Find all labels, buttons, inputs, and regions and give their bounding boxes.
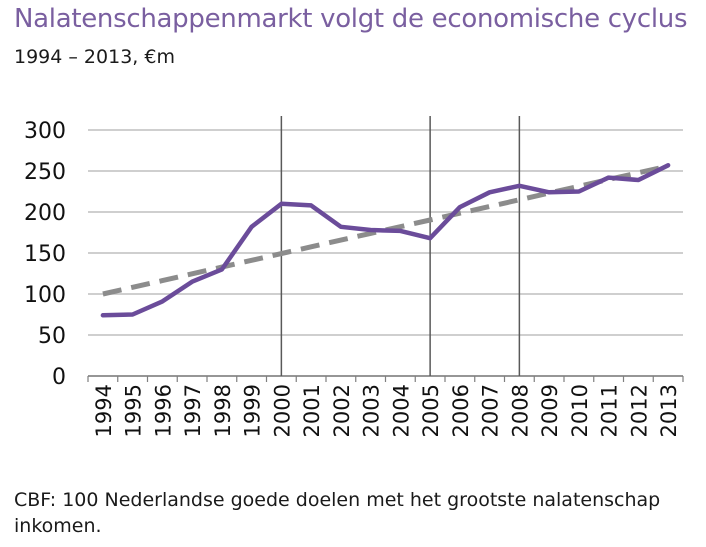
- y-tick-label: 250: [24, 160, 66, 185]
- trend-line: [102, 163, 669, 297]
- x-tick-label: 2005: [419, 384, 443, 437]
- x-tick-label: 2007: [479, 384, 503, 437]
- actual-line: [100, 163, 671, 318]
- x-tick-label: 2009: [538, 384, 562, 437]
- x-axis-ticks: 1994 1995 1996 1997 1998 1999 2000 2001 2002 2003…: [92, 384, 681, 437]
- y-tick-label: 0: [52, 365, 66, 390]
- x-tick-label: 2012: [627, 384, 651, 437]
- x-tick-label: 1998: [211, 384, 235, 437]
- y-tick-label: 300: [24, 119, 66, 144]
- x-tick-label: 2001: [300, 384, 324, 437]
- x-tick-label: 2003: [360, 384, 384, 437]
- y-tick-label: 150: [24, 242, 66, 267]
- source-note: CBF: 100 Nederlandse goede doelen met he…: [14, 489, 661, 537]
- chart-title: Nalatenschappenmarkt volgt de economisch…: [14, 4, 688, 34]
- x-tick-label: 2000: [270, 384, 294, 437]
- gridlines: [87, 129, 684, 382]
- series-lines: [100, 163, 671, 318]
- x-tick-label: 2010: [568, 384, 592, 437]
- x-tick-label: 1999: [241, 384, 265, 437]
- chart-subtitle: 1994 – 2013, €m: [14, 46, 175, 68]
- x-tick-label: 2008: [508, 384, 532, 437]
- x-tick-label: 2002: [330, 384, 354, 437]
- x-tick-label: 1994: [92, 384, 116, 437]
- line-chart: 0 50 100 150 200 250 300 1994 1995 1996 1997 1998 1…: [24, 116, 684, 437]
- x-tick-label: 2006: [449, 384, 473, 437]
- x-tick-label: 1997: [181, 384, 205, 437]
- x-tick-label: 2004: [389, 384, 413, 437]
- x-tick-label: 2011: [598, 384, 622, 437]
- x-tick-label: 2013: [657, 384, 681, 437]
- y-axis-ticks: 0 50 100 150 200 250 300: [24, 119, 66, 390]
- cycle-markers: [280, 116, 521, 376]
- y-tick-label: 100: [24, 283, 66, 308]
- y-tick-label: 200: [24, 201, 66, 226]
- x-tick-label: 1995: [122, 384, 146, 437]
- x-tick-label: 1996: [151, 384, 175, 437]
- y-tick-label: 50: [38, 324, 66, 349]
